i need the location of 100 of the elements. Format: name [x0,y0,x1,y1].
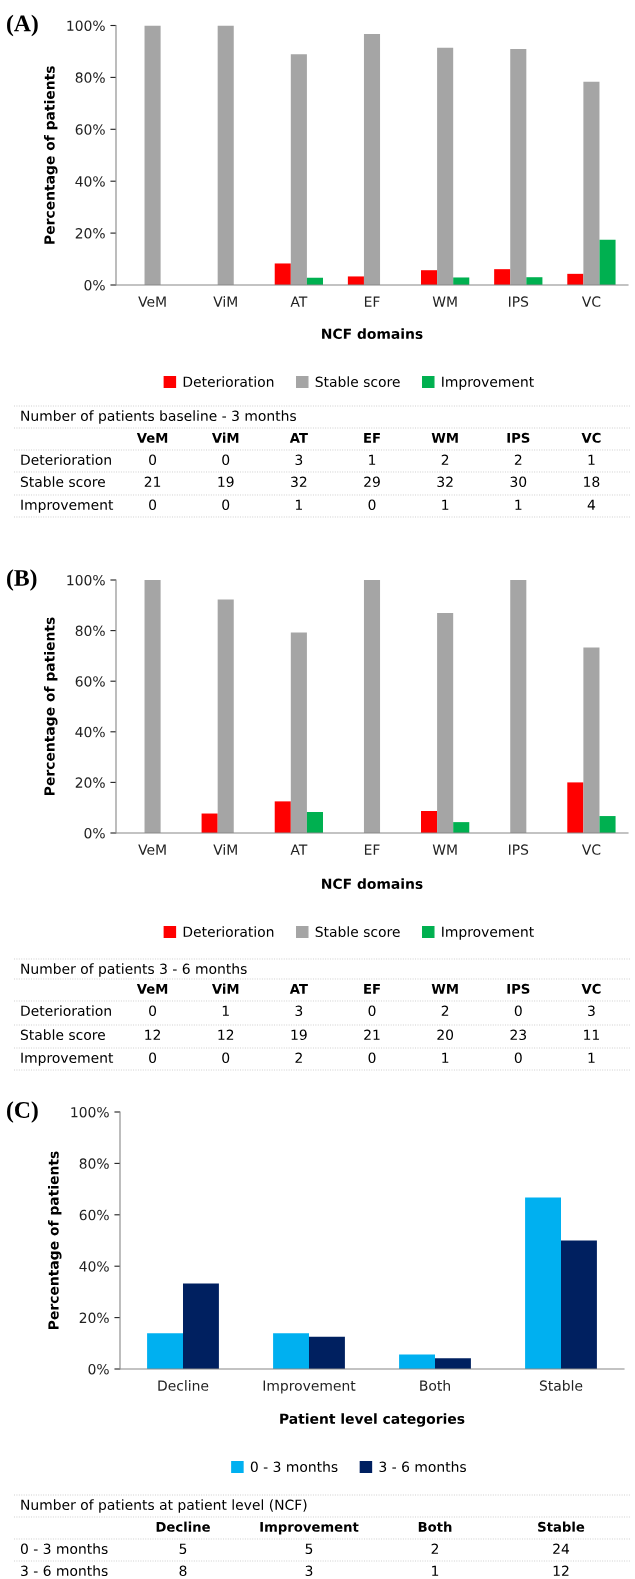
legend-label: Stable score [315,926,400,938]
category-label: AT [289,984,308,994]
legend-label: Stable score [315,376,400,388]
bar [494,269,511,285]
x-axis-title: NCF domains [322,878,423,890]
bar [453,277,470,285]
category-label: IPS [507,983,530,994]
x-tick-label: VeM [138,296,166,307]
bar [437,612,454,833]
data-label: 3 [588,1005,595,1017]
data-label: 32 [437,476,453,488]
text: Stable score [20,476,105,488]
legend-label: Improvement [442,926,534,940]
data-label: 0 [222,1052,230,1064]
y-tick-label: 60% [75,124,105,135]
data-label: 5 [179,1543,187,1555]
category-label: ViM [211,432,239,443]
chart-title: (C) [7,1101,38,1123]
data-label: 2 [441,454,449,465]
data-label: 0 [368,499,376,511]
data-label: 0 [368,1005,376,1017]
text: 0 - 3 months [20,1543,108,1555]
data-label: 1 [442,1052,449,1063]
y-tick-label: 40% [79,1261,109,1272]
category-label: AT [289,433,308,443]
legend-label: Improvement [442,376,534,390]
x-tick-label: VC [581,296,601,307]
y-tick-label: 100% [67,574,105,586]
category-label: WM [431,984,458,994]
y-tick-label: 20% [79,1312,109,1324]
y-tick-label: 80% [75,72,105,83]
bar [599,239,616,285]
category-label: EF [364,433,380,443]
data-label: 21 [144,476,161,487]
chart-title: (A) [7,14,38,37]
bar [217,25,234,285]
legend-label: 3 - 6 months [379,1461,466,1473]
text: Number of patients at patient level (NCF) [21,1499,307,1513]
x-tick-label: ViM [213,296,237,307]
data-label: 1 [222,1005,229,1016]
x-tick-label: Decline [158,1380,209,1391]
x-tick-label: Improvement [263,1380,356,1394]
y-axis-title: Percentage of patients [43,617,58,795]
y-tick-label: 0% [84,827,105,839]
data-label: 32 [291,476,307,488]
data-label: 18 [584,476,600,488]
category-label: VC [581,983,601,994]
chart-title: (B) [7,569,37,591]
legend-label: 0 - 3 months [250,1461,338,1473]
y-tick-label: 0% [88,1363,109,1375]
y-tick-label: 60% [79,1209,109,1221]
bar [567,782,584,833]
text: Improvement [21,1052,114,1066]
bar [510,49,527,285]
data-label: 0 [368,1052,376,1064]
data-label: 5 [305,1543,313,1555]
bar [421,270,438,285]
category-label: Stable [538,1521,585,1532]
y-tick-label: 100% [71,1106,109,1118]
data-label: 2 [441,1005,449,1016]
bar [144,580,161,833]
x-tick-label: Stable [539,1380,583,1391]
bar [183,1283,219,1369]
bar [583,647,600,833]
x-axis-title: NCF domains [322,328,423,340]
x-tick-label: Both [420,1380,450,1391]
data-label: 0 [222,499,230,511]
x-tick-label: EF [364,844,380,855]
bar [561,1240,597,1369]
legend-label: Deterioration [183,926,274,938]
y-tick-label: 80% [79,1158,109,1169]
y-tick-label: 40% [75,176,105,187]
x-axis-title: Patient level categories [280,1413,465,1427]
x-tick-label: WM [432,844,457,855]
y-tick-label: 80% [75,625,105,637]
data-label: 20 [437,1029,454,1041]
data-label: 30 [510,476,527,488]
data-label: 11 [584,1029,599,1040]
data-label: 19 [218,476,234,488]
bar [363,580,381,833]
data-label: 1 [442,499,449,510]
category-label: EF [364,984,380,994]
data-label: 0 [149,454,157,466]
data-label: 1 [515,499,522,510]
data-label: 4 [587,499,596,510]
bar [421,810,438,833]
data-label: 2 [514,454,522,465]
data-label: 3 [305,1565,313,1577]
data-label: 1 [588,1052,595,1063]
y-tick-label: 20% [75,777,105,788]
bar [309,1336,345,1369]
category-label: IPS [507,432,530,443]
category-label: Decline [156,1521,210,1532]
text: Number of patients 3 - 6 months [21,963,247,977]
text: Improvement [21,499,114,513]
data-label: 3 [295,454,303,466]
data-label: 19 [291,1029,307,1041]
data-label: 0 [149,1052,157,1064]
bar [435,1358,471,1369]
y-tick-label: 100% [67,20,105,31]
